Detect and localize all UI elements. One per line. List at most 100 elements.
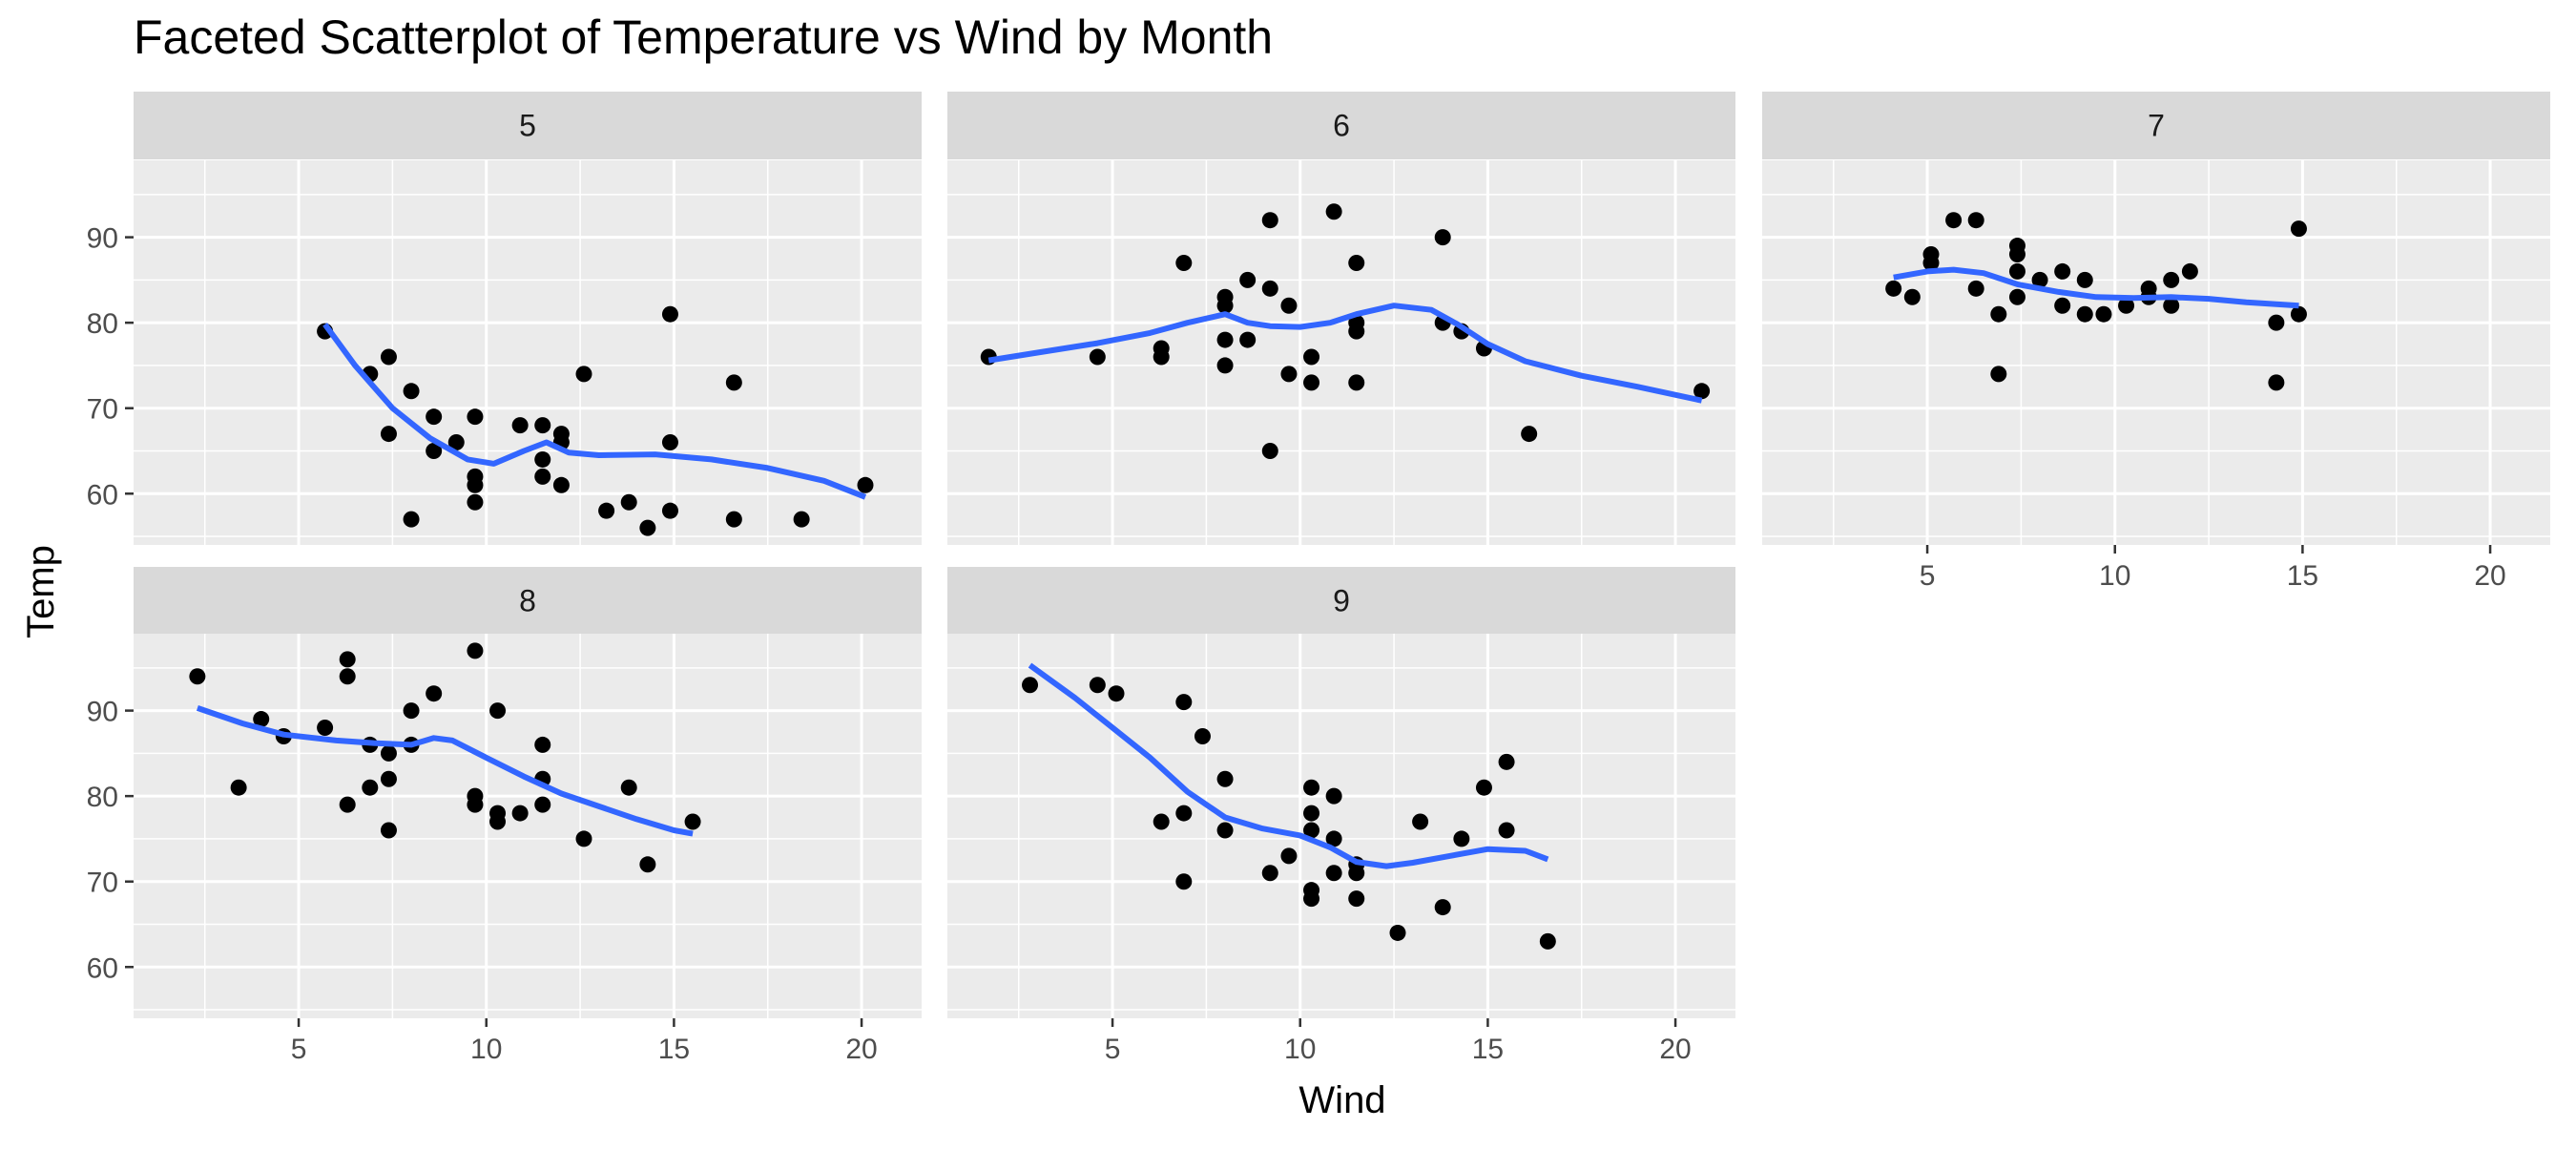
data-point: [1194, 727, 1211, 744]
data-point: [1261, 442, 1278, 459]
panel-background: [947, 160, 1735, 545]
y-tick-label: 70: [87, 394, 118, 426]
data-point: [1175, 805, 1193, 822]
data-point: [426, 408, 443, 426]
y-tick-label: 90: [87, 223, 118, 255]
panel-background: [1762, 160, 2550, 545]
smooth-line: [987, 303, 1703, 404]
data-point: [380, 744, 397, 762]
data-point: [2076, 271, 2093, 288]
data-point: [1945, 212, 1963, 229]
facet-panels: 5 60 70 80 90 6 7 5 10 15 20 8 60 70 80 90 5 10 15 20 9 5 10 15…: [87, 92, 2550, 1065]
data-point: [1693, 383, 1711, 400]
data-point: [1280, 366, 1298, 383]
data-point: [534, 450, 551, 468]
y-tick-label: 70: [87, 868, 118, 899]
x-tick-label: 15: [2287, 560, 2318, 592]
panel-background: [134, 160, 922, 545]
facet-label: 5: [519, 109, 536, 143]
data-point: [1108, 685, 1125, 702]
data-point: [339, 651, 356, 668]
data-point: [1348, 865, 1365, 882]
data-point: [639, 519, 656, 536]
data-point: [2290, 220, 2307, 238]
data-point: [380, 426, 397, 443]
data-point: [639, 856, 656, 873]
data-point: [1325, 865, 1342, 882]
x-axis-title: Wind: [1298, 1079, 1385, 1121]
data-point: [1348, 374, 1365, 391]
data-point: [317, 720, 334, 737]
data-point: [1022, 677, 1039, 694]
data-point: [1280, 297, 1298, 314]
data-point: [534, 417, 551, 434]
data-point: [1239, 271, 1257, 288]
data-point: [2181, 262, 2198, 280]
data-point: [362, 779, 379, 796]
x-tick-label: 5: [1105, 1034, 1121, 1065]
data-point: [1089, 677, 1106, 694]
x-tick-label: 20: [2474, 560, 2505, 592]
data-point: [1175, 254, 1193, 271]
x-tick-label: 15: [658, 1034, 690, 1065]
y-axis-title: Temp: [20, 545, 62, 638]
y-tick-label: 80: [87, 782, 118, 813]
smooth-line: [1893, 266, 2299, 309]
x-tick-label: 15: [1472, 1034, 1504, 1065]
data-point: [1412, 813, 1429, 830]
data-point: [1325, 787, 1342, 805]
data-point: [534, 468, 551, 485]
data-point: [403, 702, 420, 720]
data-point: [1216, 822, 1234, 839]
data-point: [2054, 297, 2071, 314]
chart-title: Faceted Scatterplot of Temperature vs Wi…: [134, 10, 1273, 64]
data-point: [1280, 847, 1298, 865]
data-point: [1216, 357, 1234, 374]
data-point: [575, 830, 592, 847]
data-point: [489, 702, 507, 720]
data-point: [2268, 314, 2285, 331]
data-point: [1303, 805, 1320, 822]
data-point: [661, 502, 678, 519]
x-tick-label: 10: [470, 1034, 502, 1065]
data-point: [1303, 348, 1320, 366]
data-point: [1175, 873, 1193, 890]
data-point: [1348, 323, 1365, 340]
data-point: [339, 668, 356, 685]
data-point: [1239, 331, 1257, 348]
data-point: [467, 476, 484, 493]
data-point: [1434, 229, 1451, 246]
facet-strip: [1762, 92, 2550, 159]
data-point: [2008, 262, 2025, 280]
data-point: [511, 417, 529, 434]
facet-label: 8: [519, 584, 536, 618]
data-point: [1303, 822, 1320, 839]
data-point: [403, 511, 420, 528]
data-point: [725, 374, 742, 391]
data-point: [1261, 212, 1278, 229]
data-point: [661, 434, 678, 451]
y-tick-label: 90: [87, 697, 118, 728]
data-point: [1216, 297, 1234, 314]
data-point: [2095, 305, 2112, 323]
data-point: [1498, 822, 1515, 839]
data-point: [1539, 932, 1556, 950]
data-point: [1303, 779, 1320, 796]
data-point: [2163, 271, 2180, 288]
data-point: [2054, 262, 2071, 280]
x-tick-label: 10: [1284, 1034, 1316, 1065]
data-point: [1389, 924, 1406, 941]
facet-label: 7: [2148, 109, 2165, 143]
data-point: [1885, 280, 1902, 297]
data-point: [1434, 899, 1451, 916]
data-point: [380, 348, 397, 366]
data-point: [467, 493, 484, 511]
facet-label: 6: [1333, 109, 1350, 143]
data-point: [534, 796, 551, 813]
data-point: [1089, 348, 1106, 366]
data-point: [1348, 890, 1365, 908]
data-point: [339, 796, 356, 813]
data-point: [2031, 271, 2048, 288]
x-tick-label: 5: [1920, 560, 1936, 592]
data-point: [467, 642, 484, 659]
